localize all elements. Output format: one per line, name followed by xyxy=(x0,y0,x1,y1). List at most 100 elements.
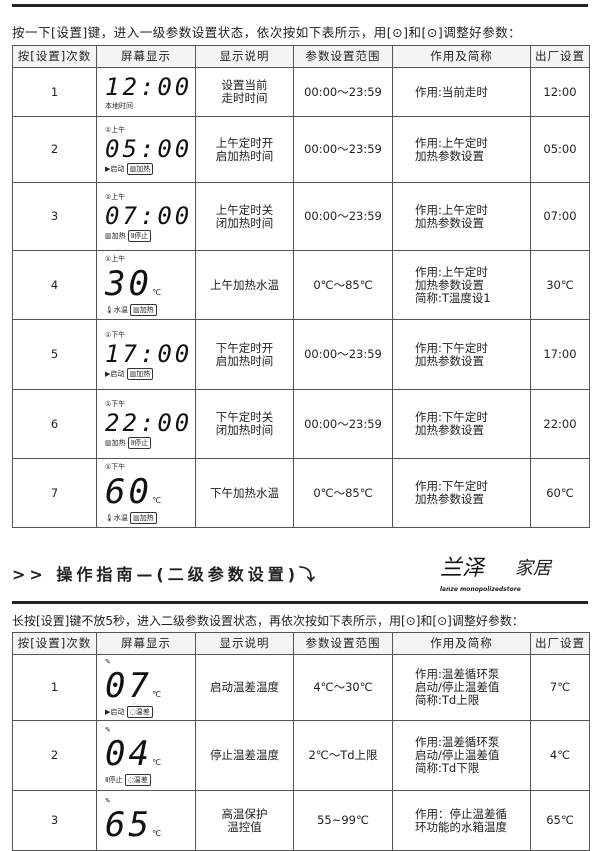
setting-range: 00:00～23:59 xyxy=(293,389,393,459)
press-count: 3 xyxy=(12,790,97,851)
function: 作用:下午定时 加热参数设置 xyxy=(392,389,531,459)
display-right-indicator: ◌温差 xyxy=(126,705,153,718)
level1-intro: 按一下[设置]键，进入一级参数设置状态，依次按如下表所示，用[⊙]和[⊙]调整好… xyxy=(12,25,522,40)
display-digits: 07 xyxy=(105,665,152,706)
setting-range: 0℃～85℃ xyxy=(293,458,393,528)
display-left-indicator: ▶启动 xyxy=(105,369,125,378)
display-digits: 30 xyxy=(105,264,152,304)
display-right-indicator: ◌温差 xyxy=(124,773,151,786)
press-count: 6 xyxy=(12,389,97,459)
function: 作用:上午定时 加热参数设置 简称:T温度设1 xyxy=(392,250,531,320)
display-right-indicator: ▥加热 xyxy=(126,367,154,380)
display-left-indicator: 🌡水温 xyxy=(105,306,128,314)
watermark-logo: 兰泽 xyxy=(440,556,485,581)
column-header: 显示说明 xyxy=(195,632,294,655)
table-row: 7 ①下午 60℃ 🌡水温 ▥加热 下午加热水温 0℃～85℃ 作用:下午定时 … xyxy=(12,458,590,528)
screen-display: ✎ 04℃ Ⅱ停止 ◌温差 xyxy=(96,720,196,791)
function: 作用:当前走时 xyxy=(392,67,531,117)
setting-range: 00:00～23:59 xyxy=(293,319,393,390)
column-header: 作用及简称 xyxy=(392,45,531,68)
display-digits: 17:00 xyxy=(105,339,193,368)
press-count: 7 xyxy=(12,458,97,528)
table-row: 4 ①上午 30℃ 🌡水温 ▥加热 上午加热水温 0℃～85℃ 作用:上午定时 … xyxy=(12,250,590,320)
display-top-indicator: ✎ xyxy=(105,725,111,734)
setting-range: 00:00～23:59 xyxy=(293,182,393,251)
description: 上午加热水温 xyxy=(195,250,294,320)
factory-setting: 30℃ xyxy=(530,250,590,320)
column-header: 按[设置]次数 xyxy=(12,632,97,655)
display-left-indicator: ▥加热 xyxy=(105,439,126,447)
column-header: 参数设置范围 xyxy=(293,632,393,655)
screen-display: 12:00 本地时间 xyxy=(96,67,196,117)
display-unit: ℃ xyxy=(151,757,161,767)
level2-intro: 长按[设置]键不放5秒，进入二级参数设置状态，再依次按如下表所示，用[⊙]和[⊙… xyxy=(12,614,524,628)
screen-display: ①上午 30℃ 🌡水温 ▥加热 xyxy=(96,250,196,320)
factory-setting: 60℃ xyxy=(530,458,590,528)
setting-range: 55~99℃ xyxy=(293,790,393,851)
function: 作用:温差循环泵 启动/停止温差值 简称:Td下限 xyxy=(392,720,531,791)
screen-display: ①下午 22:00 ▥加热 Ⅱ停止 xyxy=(96,389,196,459)
setting-range: 2℃～Td上限 xyxy=(293,720,393,791)
setting-range: 00:00～23:59 xyxy=(293,67,393,117)
press-count: 1 xyxy=(12,67,97,117)
press-count: 4 xyxy=(12,250,97,320)
screen-display: ✎ 07℃ ▶启动 ◌温差 xyxy=(96,654,196,721)
display-unit: ℃ xyxy=(151,288,161,297)
screen-display: ①下午 17:00 ▶启动 ▥加热 xyxy=(96,319,196,390)
column-header: 作用及简称 xyxy=(392,632,531,655)
display-right-indicator: Ⅱ停止 xyxy=(127,437,152,449)
section-title: >> 操作指南—(二级参数设置)⤵ xyxy=(12,565,320,584)
display-digits: 12:00 xyxy=(105,73,193,101)
setting-range: 4℃～30℃ xyxy=(293,654,393,721)
column-header: 出厂设置 xyxy=(530,632,590,655)
table-row: 2 ✎ 04℃ Ⅱ停止 ◌温差 停止温差温度 2℃～Td上限 作用:温差循环泵 … xyxy=(12,720,590,791)
display-top-indicator: ①上午 xyxy=(105,192,126,201)
level1-table: 按[设置]次数 屏幕显示 显示说明 参数设置范围 作用及简称 出厂设置 1 12:00 本地… xyxy=(12,45,590,528)
display-top-indicator: ①下午 xyxy=(105,330,126,339)
column-header: 屏幕显示 xyxy=(96,632,196,655)
display-top-indicator: ✎ xyxy=(105,796,111,805)
factory-setting: 4℃ xyxy=(530,720,590,791)
description: 停止温差温度 xyxy=(195,720,294,791)
display-top-indicator: ①上午 xyxy=(105,255,126,263)
table-row: 3 ①上午 07:00 ▥加热 Ⅱ停止 上午定时关 闭加热时间 00:00～23… xyxy=(12,182,590,251)
press-count: 3 xyxy=(12,182,97,251)
column-header: 屏幕显示 xyxy=(96,45,196,68)
top-divider xyxy=(12,4,588,7)
display-left-indicator: ▶启动 xyxy=(105,707,125,716)
column-header: 出厂设置 xyxy=(530,45,590,68)
display-top-indicator: ①下午 xyxy=(105,463,126,471)
display-unit: ℃ xyxy=(151,496,161,505)
column-header: 按[设置]次数 xyxy=(12,45,97,68)
table-row: 2 ①上午 05:00 ▶启动 ▥加热 上午定时开 启加热时间 00:00～23… xyxy=(12,116,590,183)
screen-display: ①上午 05:00 ▶启动 ▥加热 xyxy=(96,116,196,183)
display-right-indicator: ▥加热 xyxy=(126,162,154,175)
display-digits: 60 xyxy=(105,472,152,512)
column-header: 参数设置范围 xyxy=(293,45,393,68)
description: 下午加热水温 xyxy=(195,458,294,528)
function: 作用:温差循环泵 启动/停止温差值 简称:Td上限 xyxy=(392,654,531,721)
function: 作用:下午定时 加热参数设置 xyxy=(392,319,531,390)
press-count: 5 xyxy=(12,319,97,390)
function: 作用：停止温差循 环功能的水箱温度 xyxy=(392,790,531,851)
display-right-indicator: Ⅱ停止 xyxy=(127,229,152,242)
press-count: 2 xyxy=(12,720,97,791)
description: 启动温差温度 xyxy=(195,654,294,721)
screen-display: ①上午 07:00 ▥加热 Ⅱ停止 xyxy=(96,182,196,251)
display-right-indicator: ▥加热 xyxy=(130,304,157,316)
display-unit: ℃ xyxy=(151,828,161,838)
display-digits: 05:00 xyxy=(105,134,193,163)
factory-setting: 05:00 xyxy=(530,116,590,183)
display-unit: ℃ xyxy=(151,689,161,699)
factory-setting: 07:00 xyxy=(530,182,590,251)
screen-display: ①下午 60℃ 🌡水温 ▥加热 xyxy=(96,458,196,528)
display-top-indicator: ✎ xyxy=(105,657,111,666)
watermark-signature: 家居 xyxy=(515,558,551,579)
display-left-indicator: Ⅱ停止 xyxy=(105,775,123,784)
table-row: 1 12:00 本地时间 设置当前 走时时间 00:00～23:59 作用:当前… xyxy=(12,67,590,117)
description: 高温保护 温控值 xyxy=(195,790,294,851)
function: 作用:上午定时 加热参数设置 xyxy=(392,182,531,251)
display-digits: 04 xyxy=(105,733,152,774)
factory-setting: 12:00 xyxy=(530,67,590,117)
display-left-indicator: 本地时间 xyxy=(105,102,133,110)
